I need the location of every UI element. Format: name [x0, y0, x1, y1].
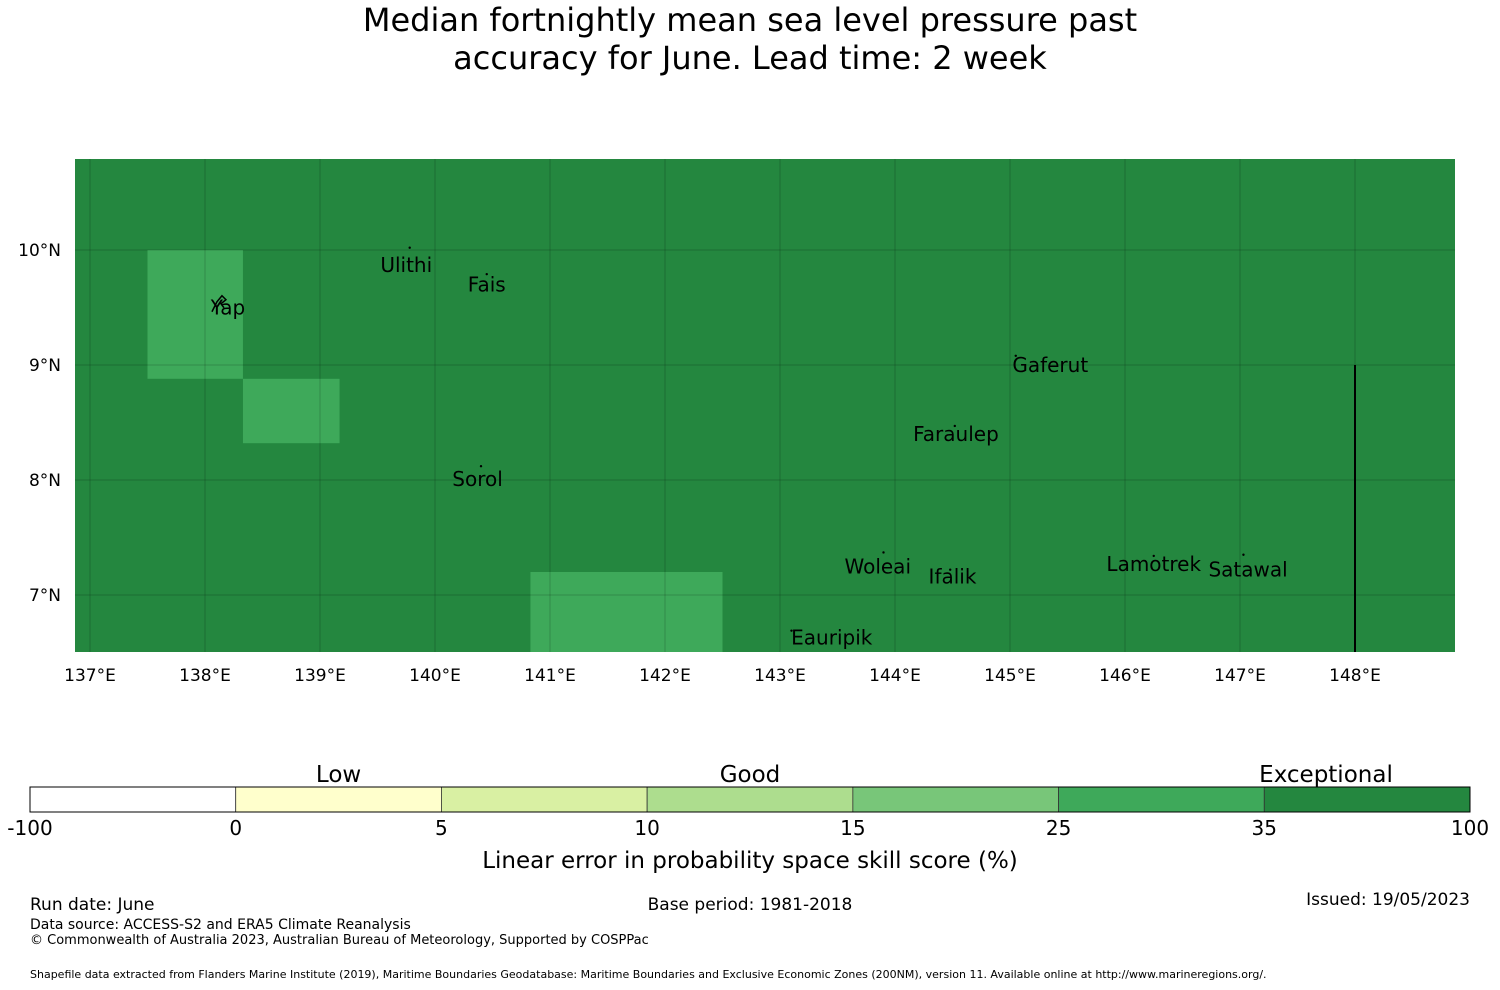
- island-marker: [1242, 553, 1245, 556]
- lon-tick-label: 139°E: [294, 666, 346, 686]
- place-label: Ulithi: [380, 253, 432, 277]
- title-line-1: Median fortnightly mean sea level pressu…: [362, 1, 1138, 39]
- issued-date: Issued: 19/05/2023: [1306, 890, 1470, 910]
- place-label: Eauripik: [791, 626, 873, 650]
- data-source: Data source: ACCESS-S2 and ERA5 Climate …: [30, 917, 411, 933]
- colorbar-tick-label: 15: [840, 816, 865, 840]
- colorbar-tick-label: 0: [229, 816, 242, 840]
- lon-tick-label: 144°E: [869, 666, 921, 686]
- colorbar-tick-label: 35: [1252, 816, 1277, 840]
- lon-tick-label: 138°E: [179, 666, 231, 686]
- island-marker: [485, 272, 488, 276]
- colorbar-bin: [1263, 786, 1471, 813]
- colorbar-bin: [646, 786, 854, 813]
- place-label: Sorol: [452, 467, 503, 491]
- lat-tick-label: 10°N: [18, 241, 61, 261]
- colorbar-title: Linear error in probability space skill …: [482, 848, 1018, 874]
- colorbar-tick-label: 5: [435, 816, 448, 840]
- place-label: Woleai: [844, 554, 911, 578]
- map-area: Ulithi Fais Yap Gaferut Faraulep Sorol Woleai I…: [75, 159, 1455, 652]
- island-marker: [790, 629, 793, 632]
- colorbar-tick-label: 25: [1046, 816, 1071, 840]
- base-period: Base period: 1981-2018: [647, 895, 853, 915]
- place-label: Satawal: [1208, 558, 1287, 582]
- place-label: Gaferut: [1012, 353, 1088, 377]
- colorbar-bin: [29, 786, 237, 813]
- place-label: Yap: [210, 296, 245, 320]
- yap-island-shape: [211, 294, 228, 313]
- place-label: Ifalik: [929, 565, 977, 589]
- colorbar: -100 0 5 10 15 25 35 100 Low Good Exceptional Linea…: [7, 762, 1489, 874]
- map-panel: Ulithi Fais Yap Gaferut Faraulep Sorol Woleai I…: [18, 159, 1455, 686]
- title-line-2: accuracy for June. Lead time: 2 week: [453, 39, 1047, 77]
- island-marker: [949, 568, 952, 571]
- colorbar-category-label: Exceptional: [1259, 762, 1393, 788]
- island-marker: [479, 465, 483, 468]
- lon-tick-label: 142°E: [639, 666, 691, 686]
- lon-tick-label: 140°E: [409, 666, 461, 686]
- colorbar-bin: [441, 786, 648, 813]
- colorbar-frame: [29, 786, 1471, 813]
- skill-cell: [530, 572, 723, 652]
- shapefile-credit: Shapefile data extracted from Flanders M…: [30, 968, 1267, 981]
- colorbar-tick-label: 10: [634, 816, 659, 840]
- island-marker: [408, 246, 411, 249]
- lon-tick-label: 146°E: [1099, 666, 1151, 686]
- lon-tick-label: 148°E: [1329, 666, 1381, 686]
- colorbar-bin: [1058, 786, 1265, 813]
- colorbar-bin: [852, 786, 1059, 813]
- place-label: Lamotrek: [1106, 552, 1201, 576]
- lat-tick-label: 8°N: [29, 471, 61, 491]
- lat-tick-label: 9°N: [29, 356, 61, 376]
- island-marker: [953, 424, 956, 428]
- lon-tick-label: 143°E: [754, 666, 806, 686]
- run-date: Run date: June: [30, 895, 155, 915]
- island-marker: [1152, 554, 1155, 558]
- colorbar-tick-label: -100: [7, 816, 52, 840]
- lon-tick-label: 141°E: [524, 666, 576, 686]
- lon-tick-label: 137°E: [64, 666, 116, 686]
- lon-tick-label: 147°E: [1214, 666, 1266, 686]
- place-label: Fais: [468, 273, 506, 297]
- colorbar-category-label: Low: [316, 762, 361, 788]
- skill-cell: [242, 378, 340, 444]
- skill-cell: [147, 250, 243, 379]
- colorbar-bin: [235, 786, 442, 813]
- colorbar-tick-label: 100: [1451, 816, 1489, 840]
- lon-tick-label: 145°E: [984, 666, 1036, 686]
- colorbar-category-label: Good: [720, 762, 781, 788]
- place-label: Faraulep: [913, 422, 999, 446]
- lat-tick-label: 7°N: [29, 586, 61, 606]
- island-marker: [882, 551, 885, 554]
- island-marker: [1014, 354, 1017, 357]
- copyright-notice: © Commonwealth of Australia 2023, Austra…: [30, 933, 649, 948]
